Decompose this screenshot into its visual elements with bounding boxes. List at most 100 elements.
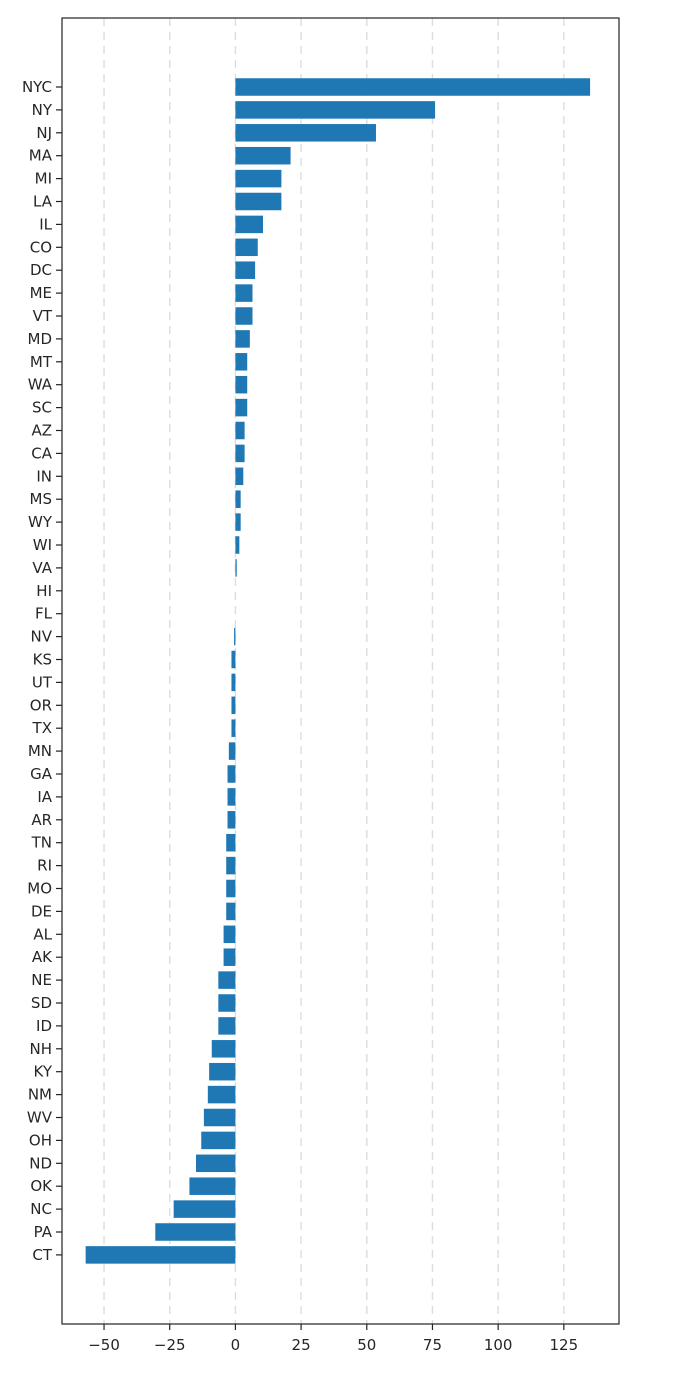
y-axis-ticks: NYC NY NJ MA MI LA IL CO DC ME VT MD MT WA SC AZ CA IN MS W…	[22, 78, 62, 1264]
y-tick-label-az: AZ	[31, 422, 52, 440]
bar-ct	[85, 1246, 236, 1264]
x-tick-label: 0	[231, 1336, 241, 1354]
y-tick-label-wy: WY	[28, 513, 53, 531]
y-tick-label-me: ME	[30, 284, 52, 302]
bar-tn	[226, 833, 236, 852]
y-tick-label-fl: FL	[35, 605, 53, 623]
y-tick-label-or: OR	[30, 696, 52, 714]
y-tick-label-co: CO	[30, 238, 52, 256]
bar-la	[235, 192, 282, 211]
y-tick-label-nm: NM	[28, 1086, 52, 1104]
bar-ga	[227, 765, 236, 783]
y-tick-label-wv: WV	[27, 1109, 53, 1127]
bar-co	[235, 238, 258, 257]
y-tick-label-ky: KY	[34, 1063, 53, 1081]
y-tick-label-ca: CA	[31, 444, 52, 462]
bar-ne	[218, 971, 236, 989]
y-tick-label-nd: ND	[29, 1154, 52, 1172]
bars	[85, 78, 591, 1264]
y-tick-label-sc: SC	[32, 399, 52, 417]
y-tick-label-wa: WA	[28, 376, 53, 394]
y-tick-label-ar: AR	[31, 811, 52, 829]
y-tick-label-ct: CT	[32, 1246, 52, 1264]
bar-wi	[235, 536, 240, 554]
bar-ca	[235, 444, 245, 463]
x-tick-label: 125	[550, 1336, 579, 1354]
bar-ut	[231, 673, 236, 692]
y-tick-label-de: DE	[31, 902, 52, 920]
bar-me	[235, 284, 253, 302]
bar-ms	[235, 490, 241, 508]
bar-vt	[235, 307, 253, 325]
x-tick-label: 100	[484, 1336, 513, 1354]
y-tick-label-mo: MO	[27, 880, 52, 898]
y-tick-label-nyc: NYC	[22, 78, 52, 96]
bar-ma	[235, 146, 291, 165]
y-tick-label-il: IL	[39, 215, 52, 233]
bar-ok	[189, 1177, 236, 1195]
bar-wa	[235, 375, 248, 394]
bar-or	[231, 696, 236, 715]
y-tick-label-ri: RI	[37, 857, 52, 875]
x-tick-label: −25	[154, 1336, 186, 1354]
x-axis-ticks: −50 −25 0 25 50 75 100 125	[88, 1324, 578, 1354]
y-tick-label-dc: DC	[30, 261, 52, 279]
plot-frame	[61, 17, 620, 1325]
y-tick-label-ok: OK	[30, 1177, 53, 1195]
bar-nm	[207, 1085, 236, 1104]
y-tick-label-ms: MS	[30, 490, 52, 508]
bar-mo	[226, 879, 236, 898]
bar-mi	[235, 169, 282, 188]
y-tick-label-mi: MI	[35, 170, 52, 188]
bar-nh	[211, 1040, 236, 1058]
bar-in	[235, 467, 244, 486]
y-tick-label-nc: NC	[30, 1200, 52, 1218]
y-tick-label-wi: WI	[33, 536, 52, 554]
bar-nv	[234, 627, 236, 646]
x-tick-label: 50	[357, 1336, 376, 1354]
bar-sd	[218, 994, 236, 1012]
y-tick-label-ut: UT	[32, 673, 53, 691]
bar-al	[223, 925, 236, 944]
bar-wv	[203, 1108, 236, 1127]
bar-sc	[235, 398, 248, 417]
bar-tx	[231, 719, 236, 737]
y-tick-label-tx: TX	[32, 719, 52, 737]
bar-nj	[235, 124, 376, 142]
bar-il	[235, 215, 263, 234]
y-tick-label-ks: KS	[33, 651, 52, 669]
y-tick-label-la: LA	[33, 193, 53, 211]
y-tick-label-nv: NV	[31, 628, 53, 646]
y-tick-label-id: ID	[36, 1017, 52, 1035]
y-tick-label-ne: NE	[31, 971, 52, 989]
y-tick-label-hi: HI	[36, 582, 52, 600]
x-tick-label: 25	[292, 1336, 311, 1354]
bar-pa	[155, 1223, 236, 1241]
bar-id	[218, 1017, 236, 1035]
bar-ar	[227, 811, 236, 829]
bar-ky	[209, 1062, 236, 1081]
x-tick-label: 75	[423, 1336, 442, 1354]
y-tick-label-tn: TN	[31, 834, 52, 852]
bar-dc	[235, 261, 256, 279]
y-tick-label-pa: PA	[34, 1223, 53, 1241]
y-tick-label-vt: VT	[33, 307, 53, 325]
bar-md	[235, 330, 250, 348]
y-tick-label-ia: IA	[37, 788, 52, 806]
y-tick-label-ny: NY	[32, 101, 53, 119]
bar-va	[235, 559, 237, 577]
y-tick-label-in: IN	[36, 467, 52, 485]
x-tick-label: −50	[88, 1336, 120, 1354]
bar-ny	[235, 101, 436, 119]
bar-mt	[235, 353, 248, 371]
y-tick-label-ma: MA	[29, 147, 53, 165]
bar-de	[226, 902, 236, 921]
y-tick-label-ga: GA	[30, 765, 53, 783]
y-tick-label-va: VA	[32, 559, 52, 577]
bar-wy	[235, 513, 241, 531]
bar-az	[235, 421, 245, 440]
y-tick-label-sd: SD	[31, 994, 52, 1012]
y-tick-label-mn: MN	[28, 742, 52, 760]
bar-mn	[228, 742, 236, 760]
